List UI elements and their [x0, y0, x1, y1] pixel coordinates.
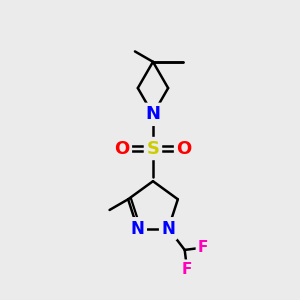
Text: N: N [146, 105, 160, 123]
Text: O: O [177, 140, 192, 158]
Text: N: N [131, 220, 145, 238]
Text: S: S [146, 140, 160, 158]
Text: N: N [161, 220, 175, 238]
Text: F: F [198, 240, 208, 255]
Text: F: F [182, 262, 192, 277]
Text: O: O [114, 140, 129, 158]
